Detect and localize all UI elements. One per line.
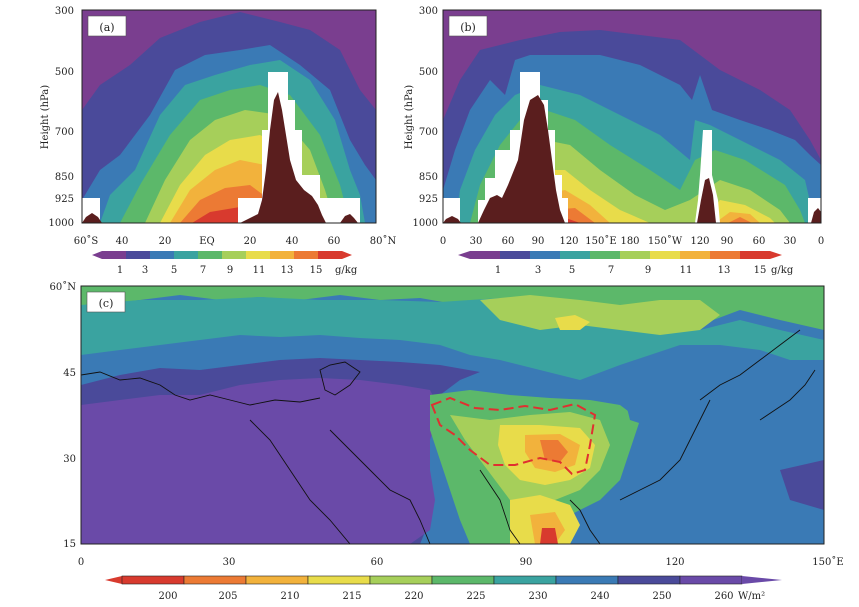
panel-b-ytick: 300	[419, 6, 438, 17]
panel-b-label: (b)	[460, 21, 476, 34]
panel-b-ylabel: Height (hPa)	[404, 85, 415, 149]
panel-b-cbar-tick: 13	[718, 265, 731, 276]
panel-b-ytick: 925	[419, 194, 438, 205]
panel-c-label: (c)	[99, 297, 114, 310]
highlight-contour	[430, 396, 597, 476]
panel-c-xtick: 0	[78, 557, 84, 568]
panel-b-cbar-tick: 3	[535, 265, 541, 276]
panel-a-cbar-tick: 7	[200, 265, 206, 276]
panel-b-ytick: 700	[419, 127, 438, 138]
panel-c-colorbar: 200 205 210 215 220 225 230 240 250 260 …	[105, 575, 782, 602]
panel-b-cbar-tick: 1	[495, 265, 501, 276]
panel-b-xtick: 90	[721, 236, 734, 247]
panel-b-cbar-tick: 9	[645, 265, 651, 276]
panel-a-field	[82, 10, 376, 223]
panel-b-field	[443, 10, 821, 223]
panel-b-cbar-unit: g/kg	[771, 265, 794, 276]
panel-b: (b) Height (hPa) 300 500 700 850 925 100…	[404, 6, 824, 276]
coastlines	[81, 329, 816, 544]
panel-c-xtick: 30	[223, 557, 236, 568]
panel-b-xtick: 60	[753, 236, 766, 247]
panel-b-ytick: 1000	[413, 218, 438, 229]
panel-b-xtick: 90	[532, 236, 545, 247]
panel-c-cbar-tick: 240	[590, 591, 609, 602]
panel-b-xtick: 120	[690, 236, 709, 247]
panel-b-colorbar: 1 3 5 7 9 11 13 15 g/kg	[458, 251, 794, 276]
panel-a-cbar-tick: 13	[281, 265, 294, 276]
panel-c-cbar-unit: W/m²	[738, 591, 765, 602]
panel-c-xtick: 90	[520, 557, 533, 568]
panel-a-cbar-tick: 3	[142, 265, 148, 276]
panel-a-xtick: 20	[244, 236, 257, 247]
panel-c-ytick: 15	[63, 539, 76, 550]
panel-a-xtick: 60	[328, 236, 341, 247]
panel-b-xtick: 0	[440, 236, 446, 247]
panel-a-xtick: 20	[159, 236, 172, 247]
panel-c-cbar-tick: 220	[404, 591, 423, 602]
panel-c-field	[81, 286, 824, 544]
panel-b-xtick: 60	[502, 236, 515, 247]
panel-c-cbar-tick: 230	[528, 591, 547, 602]
panel-b-xtick: 150˚W	[648, 235, 683, 247]
panel-a-colorbar: 1 3 5 7 9 11 13 15 g/kg	[92, 251, 358, 276]
panel-c-cbar-tick: 205	[218, 591, 237, 602]
panel-c-ytick: 60˚N	[50, 281, 77, 293]
panel-c-cbar-tick: 215	[342, 591, 361, 602]
panel-b-cbar-tick: 5	[569, 265, 575, 276]
panel-b-cbar-tick: 11	[680, 265, 693, 276]
panel-c-xtick: 150˚E	[812, 556, 843, 568]
panel-b-xtick: 180	[620, 236, 639, 247]
panel-b-ytick: 500	[419, 67, 438, 78]
panel-c-cbar-tick: 225	[466, 591, 485, 602]
panel-c-ytick: 30	[63, 454, 76, 465]
panel-a-cbar-tick: 1	[117, 265, 123, 276]
panel-b-xtick: 30	[784, 236, 797, 247]
panel-b-xtick: 120	[559, 236, 578, 247]
panel-a-cbar-unit: g/kg	[335, 265, 358, 276]
panel-a-xtick: EQ	[199, 236, 215, 247]
panel-b-cbar-tick: 15	[754, 265, 767, 276]
panel-a-xtick: 80˚N	[370, 235, 397, 247]
panel-c-xtick: 120	[665, 557, 684, 568]
panel-a-ytick: 925	[55, 194, 74, 205]
panel-a: (a) Height (hPa) 300 500 700 850 925 100…	[40, 6, 396, 276]
panel-a-ytick: 500	[55, 67, 74, 78]
panel-a-label: (a)	[99, 21, 114, 34]
panel-c-cbar-tick: 260	[714, 591, 733, 602]
panel-a-cbar-tick: 15	[310, 265, 323, 276]
panel-c-cbar-tick: 210	[280, 591, 299, 602]
panel-c-cbar-tick: 250	[652, 591, 671, 602]
panel-b-ytick: 850	[419, 172, 438, 183]
panel-b-xtick: 0	[818, 236, 824, 247]
panel-c-xtick: 60	[371, 557, 384, 568]
panel-b-cbar-tick: 7	[608, 265, 614, 276]
panel-c-cbar-tick: 200	[158, 591, 177, 602]
panel-a-ytick: 300	[55, 6, 74, 17]
panel-b-xtick: 150˚E	[585, 235, 616, 247]
panel-a-xtick: 40	[116, 236, 129, 247]
panel-a-ytick: 700	[55, 127, 74, 138]
panel-a-xtick: 60˚S	[74, 235, 99, 247]
panel-a-ytick: 1000	[49, 218, 74, 229]
panel-a-ytick: 850	[55, 172, 74, 183]
panel-a-xtick: 40	[286, 236, 299, 247]
panel-a-ylabel: Height (hPa)	[40, 85, 51, 149]
panel-c: (c) 60˚N 45 30 15 0 30 60 90 120 150˚E	[50, 281, 844, 602]
panel-a-cbar-tick: 11	[253, 265, 266, 276]
panel-c-ytick: 45	[63, 368, 76, 379]
panel-a-cbar-tick: 5	[171, 265, 177, 276]
panel-b-xtick: 30	[470, 236, 483, 247]
panel-a-cbar-tick: 9	[227, 265, 233, 276]
